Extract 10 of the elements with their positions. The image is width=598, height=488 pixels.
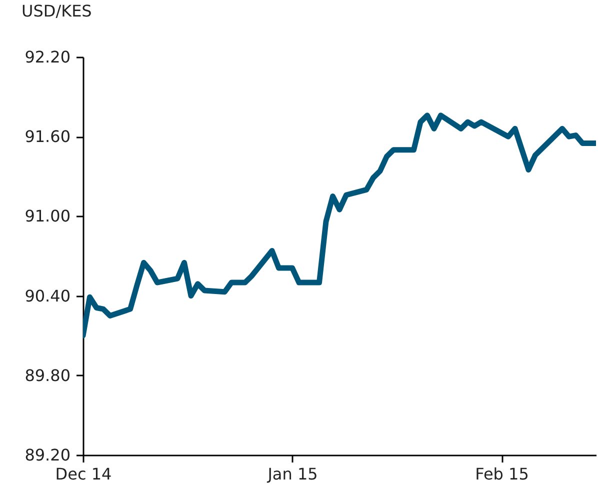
y-tick-label: 89.20: [24, 446, 70, 464]
x-tick-label: Dec 14: [55, 464, 112, 484]
y-tick-label: 91.00: [24, 206, 70, 226]
x-tick-label: Jan 15: [266, 464, 318, 484]
y-axis-title: USD/KES: [22, 2, 92, 20]
y-tick-label: 90.40: [24, 286, 70, 306]
y-tick-label: 92.20: [24, 48, 70, 66]
x-tick-label: Feb 15: [475, 464, 529, 484]
y-tick-label: 89.80: [24, 366, 70, 385]
y-tick-label: 91.60: [24, 127, 70, 146]
